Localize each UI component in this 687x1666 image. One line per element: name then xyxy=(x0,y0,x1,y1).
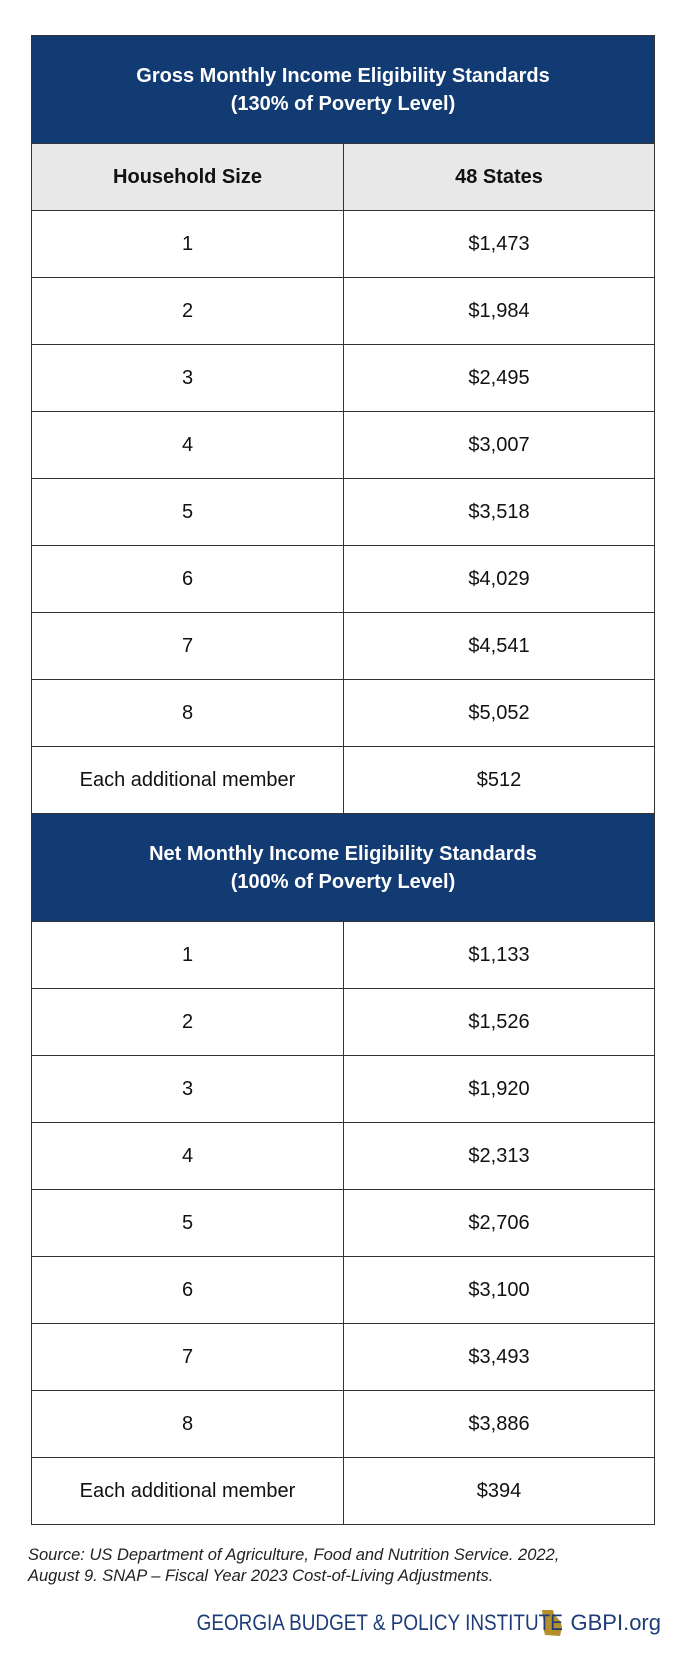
website: GBPI.org xyxy=(570,1610,661,1635)
table-cell: Each additional member xyxy=(31,746,344,814)
table-cell: $3,518 xyxy=(343,478,655,546)
table-cell: 3 xyxy=(31,1055,344,1123)
column-header: Household Size xyxy=(31,143,344,211)
eligibility-table: Gross Monthly Income Eligibility Standar… xyxy=(31,35,655,1525)
georgia-icon xyxy=(541,1610,562,1636)
table-row: 3 $1,920 xyxy=(31,1055,655,1123)
table-cell: $3,493 xyxy=(343,1323,655,1391)
table-row: Each additional member $512 xyxy=(31,746,655,814)
table-cell: $512 xyxy=(343,746,655,814)
table-cell: 8 xyxy=(31,1390,344,1458)
table-row: 1 $1,473 xyxy=(31,210,655,278)
table-cell: 6 xyxy=(31,1256,344,1324)
section-cell: Gross Monthly Income Eligibility Standar… xyxy=(31,35,655,144)
table-cell: $3,100 xyxy=(343,1256,655,1324)
table-cell: $1,526 xyxy=(343,988,655,1056)
table-row: 2 $1,984 xyxy=(31,277,655,345)
table-row: 8 $3,886 xyxy=(31,1390,655,1458)
table-row: 1 $1,133 xyxy=(31,921,655,989)
source-line: August 9. SNAP – Fiscal Year 2023 Cost-o… xyxy=(28,1567,494,1585)
table-cell: 4 xyxy=(31,1122,344,1190)
table-cell: 6 xyxy=(31,545,344,613)
section-cell: Net Monthly Income Eligibility Standards… xyxy=(31,813,655,922)
table-cell: $1,473 xyxy=(343,210,655,278)
table-row: 5 $2,706 xyxy=(31,1189,655,1257)
table-cell: $5,052 xyxy=(343,679,655,747)
table-cell: 2 xyxy=(31,988,344,1056)
table-cell: $4,029 xyxy=(343,545,655,613)
source-note: Source: US Department of Agriculture, Fo… xyxy=(28,1545,559,1587)
table-cell: $2,495 xyxy=(343,344,655,412)
table-cell: 2 xyxy=(31,277,344,345)
table-cell: 5 xyxy=(31,1189,344,1257)
section-subtitle: (130% of Poverty Level) xyxy=(230,92,456,115)
table-row: 6 $3,100 xyxy=(31,1256,655,1324)
section-header: Net Monthly Income Eligibility Standards… xyxy=(31,813,655,922)
table-cell: 8 xyxy=(31,679,344,747)
section-title: Net Monthly Income Eligibility Standards xyxy=(149,842,537,865)
section-header: Gross Monthly Income Eligibility Standar… xyxy=(31,35,655,144)
table-cell: $1,984 xyxy=(343,277,655,345)
table-cell: $1,920 xyxy=(343,1055,655,1123)
table-cell: $2,313 xyxy=(343,1122,655,1190)
table-cell: 7 xyxy=(31,1323,344,1391)
table-cell: Each additional member xyxy=(31,1457,344,1525)
table-row: 6 $4,029 xyxy=(31,545,655,613)
table-row: 5 $3,518 xyxy=(31,478,655,546)
column-header: 48 States xyxy=(343,143,655,211)
table-cell: $1,133 xyxy=(343,921,655,989)
table-row: 4 $2,313 xyxy=(31,1122,655,1190)
table-cell: $394 xyxy=(343,1457,655,1525)
table-row: 8 $5,052 xyxy=(31,679,655,747)
table-cell: $3,007 xyxy=(343,411,655,479)
table-cell: $2,706 xyxy=(343,1189,655,1257)
source-line: Source: US Department of Agriculture, Fo… xyxy=(28,1546,560,1564)
table-row: 7 $4,541 xyxy=(31,612,655,680)
table-cell: 5 xyxy=(31,478,344,546)
table-row: Each additional member $394 xyxy=(31,1457,655,1525)
section-title: Gross Monthly Income Eligibility Standar… xyxy=(136,64,550,87)
table-row: 4 $3,007 xyxy=(31,411,655,479)
table-row: 3 $2,495 xyxy=(31,344,655,412)
footer: GEORGIA BUDGET & POLICY INSTITUTE GBPI.o… xyxy=(137,1610,661,1636)
column-header-row: Household Size 48 States xyxy=(31,143,655,211)
table-row: 7 $3,493 xyxy=(31,1323,655,1391)
section-subtitle: (100% of Poverty Level) xyxy=(230,870,456,893)
table-cell: 4 xyxy=(31,411,344,479)
org-name: GEORGIA BUDGET & POLICY INSTITUTE xyxy=(196,1610,563,1635)
table-cell: 7 xyxy=(31,612,344,680)
table-cell: $3,886 xyxy=(343,1390,655,1458)
table-cell: 1 xyxy=(31,210,344,278)
table-cell: 3 xyxy=(31,344,344,412)
table-body: Gross Monthly Income Eligibility Standar… xyxy=(31,35,655,1525)
table-row: 2 $1,526 xyxy=(31,988,655,1056)
table-cell: 1 xyxy=(31,921,344,989)
table-cell: $4,541 xyxy=(343,612,655,680)
